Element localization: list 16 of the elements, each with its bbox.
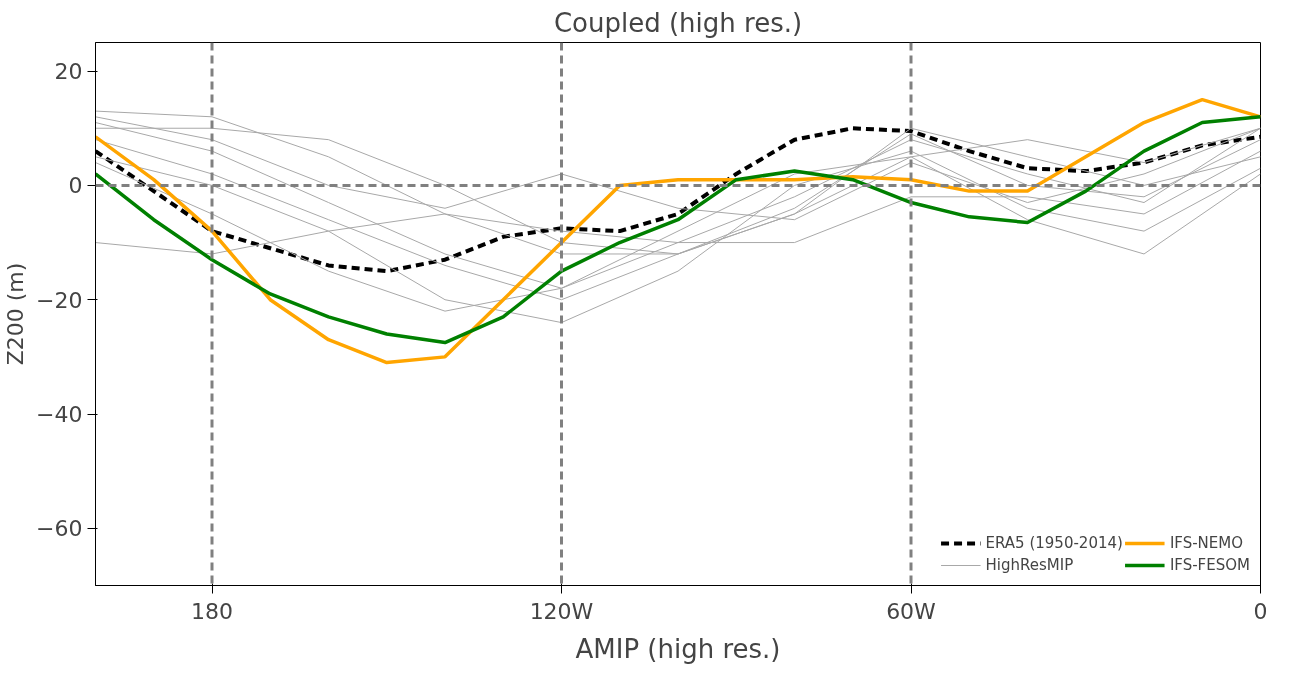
legend-label: ERA5 (1950-2014): [985, 534, 1123, 552]
x-tick-label: 0: [1253, 598, 1268, 624]
chart-title: Coupled (high res.): [553, 7, 803, 38]
legend-label: IFS-FESOM: [1169, 556, 1250, 574]
y-tick-label: 0: [68, 173, 83, 199]
legend-label: HighResMIP: [985, 556, 1074, 574]
y-tick-label: −60: [36, 516, 83, 542]
x-tick-label: 120W: [529, 598, 594, 624]
y-tick-label: −40: [36, 402, 83, 428]
y-tick-label: −20: [36, 287, 83, 313]
x-tick-label: 60W: [886, 598, 937, 624]
y-axis-title: Z200 (m): [3, 262, 29, 366]
x-tick-label: 180: [191, 598, 233, 624]
text: AMIP (high res.): [575, 633, 781, 664]
legend-label: IFS-NEMO: [1169, 534, 1244, 552]
y-tick-label: 20: [54, 59, 83, 85]
